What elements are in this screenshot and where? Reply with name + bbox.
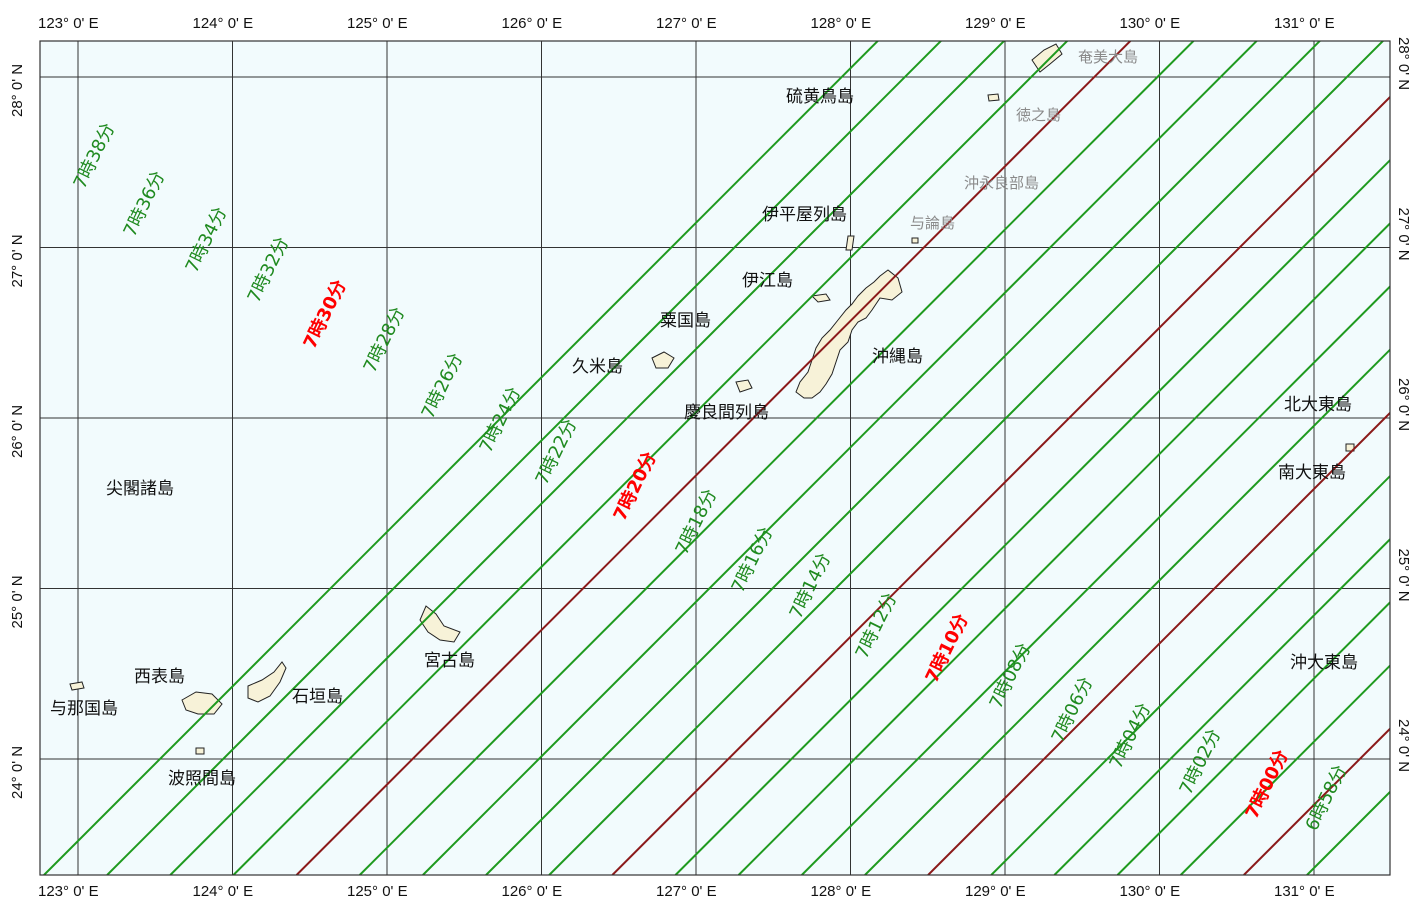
place-label: 南大東島 bbox=[1278, 463, 1346, 483]
place-label: 尖閣諸島 bbox=[106, 479, 174, 499]
place-label: 与論島 bbox=[910, 214, 955, 232]
isochrone-line bbox=[422, 41, 1259, 875]
place-label: 徳之島 bbox=[1016, 106, 1061, 124]
tokunoshima-shape bbox=[987, 93, 1000, 102]
longitude-label-bottom: 129° 0' E bbox=[965, 883, 1026, 900]
place-label: 波照間島 bbox=[168, 769, 236, 789]
latitude-label-right: 25° 0' N bbox=[1395, 549, 1409, 602]
place-label: 伊平屋列島 bbox=[762, 205, 847, 225]
isochrone-line bbox=[1053, 537, 1390, 875]
isochrone-line bbox=[1116, 601, 1390, 875]
sea-area bbox=[40, 41, 1390, 875]
isochrone-line bbox=[674, 158, 1390, 875]
place-label: 石垣島 bbox=[292, 687, 343, 707]
isochrone-line bbox=[106, 41, 943, 875]
place-label: 粟国島 bbox=[660, 311, 711, 331]
place-label: 慶良間列島 bbox=[684, 403, 769, 423]
longitude-label-top: 123° 0' E bbox=[38, 15, 99, 32]
place-label: 奄美大島 bbox=[1078, 48, 1138, 66]
longitude-label-top: 125° 0' E bbox=[347, 15, 408, 32]
isochrone-line bbox=[43, 41, 880, 875]
longitude-label-top: 128° 0' E bbox=[811, 15, 872, 32]
place-label: 沖大東島 bbox=[1290, 653, 1358, 673]
latitude-label-right: 27° 0' N bbox=[1395, 208, 1409, 261]
latitude-label-left: 27° 0' N bbox=[9, 234, 26, 287]
longitude-label-bottom: 125° 0' E bbox=[347, 883, 408, 900]
place-label: 西表島 bbox=[134, 667, 185, 687]
isochrone-line bbox=[485, 41, 1322, 875]
map-frame bbox=[39, 40, 1391, 876]
isochrone-lines bbox=[43, 41, 1390, 875]
longitude-label-top: 124° 0' E bbox=[193, 15, 254, 32]
place-label: 久米島 bbox=[572, 357, 623, 377]
longitude-label-bottom: 127° 0' E bbox=[656, 883, 717, 900]
coordinate-labels: 123° 0' E 123° 0' E 124° 0' E 124° 0' E 125°… bbox=[9, 15, 1409, 900]
isochrone-line bbox=[737, 222, 1390, 875]
longitude-label-bottom: 128° 0' E bbox=[811, 883, 872, 900]
place-label: 与那国島 bbox=[50, 699, 118, 719]
place-label: 沖縄島 bbox=[872, 347, 923, 367]
latitude-label-left: 25° 0' N bbox=[9, 575, 26, 628]
isochrone-line bbox=[611, 95, 1390, 875]
latitude-label-right: 28° 0' N bbox=[1395, 37, 1409, 90]
longitude-label-bottom: 124° 0' E bbox=[193, 883, 254, 900]
isochrone-line bbox=[927, 411, 1390, 875]
isochrone-line bbox=[169, 41, 1006, 875]
latitude-label-left: 24° 0' N bbox=[9, 746, 26, 799]
minamidaito-island-shape bbox=[1345, 443, 1355, 452]
isochrone-line bbox=[548, 41, 1385, 875]
place-label: 北大東島 bbox=[1284, 395, 1352, 415]
latitude-label-right: 26° 0' N bbox=[1395, 378, 1409, 431]
isochrone-line bbox=[359, 41, 1195, 875]
isochrone-line bbox=[990, 474, 1390, 875]
isochrone-line bbox=[1179, 664, 1390, 875]
longitude-label-top: 130° 0' E bbox=[1120, 15, 1181, 32]
iheya-island-shape bbox=[845, 235, 855, 251]
iriomote-island-shape bbox=[181, 691, 223, 715]
yonaguni-island-shape bbox=[69, 681, 85, 691]
longitude-label-bottom: 123° 0' E bbox=[38, 883, 99, 900]
longitude-label-bottom: 130° 0' E bbox=[1120, 883, 1181, 900]
longitude-label-top: 129° 0' E bbox=[965, 15, 1026, 32]
okinawa-island-shape bbox=[795, 269, 903, 399]
kume-island-shape bbox=[651, 351, 675, 369]
latitude-label-right: 24° 0' N bbox=[1395, 719, 1409, 772]
longitude-label-bottom: 131° 0' E bbox=[1274, 883, 1335, 900]
place-label: 宮古島 bbox=[424, 651, 475, 671]
longitude-label-bottom: 126° 0' E bbox=[502, 883, 563, 900]
ie-island-shape bbox=[810, 293, 831, 303]
place-label: 沖永良部島 bbox=[964, 174, 1039, 192]
yoron-island-shape bbox=[911, 237, 919, 244]
latitude-label-left: 26° 0' N bbox=[9, 405, 26, 458]
isochrone-line bbox=[295, 41, 1132, 875]
longitude-label-top: 127° 0' E bbox=[656, 15, 717, 32]
graticule bbox=[40, 41, 1390, 875]
longitude-label-top: 131° 0' E bbox=[1274, 15, 1335, 32]
longitude-label-top: 126° 0' E bbox=[502, 15, 563, 32]
hateruma-island-shape bbox=[195, 747, 205, 755]
ishigaki-island-shape bbox=[247, 661, 287, 703]
isochrone-line bbox=[864, 348, 1390, 875]
latitude-label-left: 28° 0' N bbox=[9, 64, 26, 117]
amami-island-shape bbox=[1031, 43, 1063, 73]
isochrone-line bbox=[232, 41, 1069, 875]
kerama-islands-shape bbox=[735, 379, 753, 393]
isochrone-line bbox=[801, 285, 1390, 875]
place-label: 硫黄鳥島 bbox=[786, 87, 854, 107]
place-label: 伊江島 bbox=[742, 271, 793, 291]
